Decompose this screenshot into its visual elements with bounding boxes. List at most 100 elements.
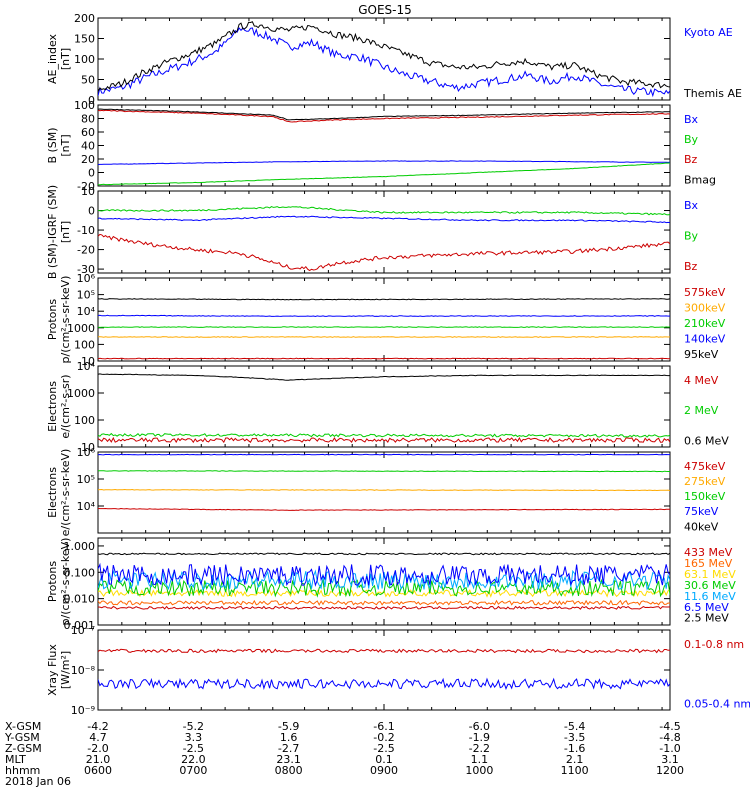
series-line-pmag-4 — [98, 298, 670, 301]
panel-emev: 10 100 1000 10⁴ Electrons e/(cm²-s-sr) 4 MeV 2 … — [46, 360, 729, 454]
series-line-pmev-1 — [98, 599, 670, 606]
y-axis-unit: [nT] — [59, 221, 72, 243]
y-axis-unit: e/(cm²-s-sr-keV) — [59, 449, 72, 537]
y-tick-label: 100 — [74, 53, 95, 66]
y-tick-label: 100 — [74, 414, 95, 427]
legend-label: Bz — [684, 153, 698, 166]
y-tick-label: 10⁶ — [77, 272, 96, 285]
x-row-value: -1.6 — [564, 742, 585, 755]
y-tick-label: 10 — [81, 441, 95, 454]
legend-label: 275keV — [684, 475, 726, 488]
y-tick-label: -20 — [77, 244, 95, 257]
y-tick-label: 20 — [81, 153, 95, 166]
panel-frame — [97, 277, 671, 362]
y-axis-label: B (SM)-IGRF (SM) — [46, 185, 59, 279]
y-tick-label: -20 — [77, 180, 95, 193]
y-axis-unit: e/(cm²-s-sr) — [59, 374, 72, 438]
y-axis-label: Protons — [46, 561, 59, 602]
y-axis-label: Electrons — [46, 467, 59, 518]
legend-label: 0.05-0.4 nm — [684, 697, 750, 710]
legend-label: 63.1 MeV — [684, 568, 736, 581]
x-row-value: 0900 — [370, 764, 398, 777]
x-row-value: -3.5 — [564, 731, 585, 744]
legend-label: 2.5 MeV — [684, 612, 729, 625]
x-row-value: 0800 — [275, 764, 303, 777]
series-line-pmag-3 — [98, 314, 670, 318]
x-row-value: -2.5 — [373, 742, 394, 755]
y-tick-label: 10⁴ — [77, 305, 96, 318]
panel-pmag: 10 100 1000 10⁴ 10⁵ 10⁶ Protons p/(cm²-s-sr-keV… — [46, 272, 726, 368]
chart-title: GOES-15 — [358, 3, 412, 17]
series-line-bigrf-0 — [98, 215, 670, 224]
y-tick-label: 100 — [74, 99, 95, 112]
panel-ekev: 10⁴ 10⁵ 10⁶ Electrons e/(cm²-s-sr-keV) 475keV… — [46, 446, 726, 536]
y-tick-label: 10⁻⁹ — [71, 704, 95, 717]
y-tick-label: 0.001 — [64, 619, 96, 632]
series-line-emev-2 — [98, 373, 670, 381]
y-tick-label: 50 — [81, 74, 95, 87]
series-line-pmev-4 — [98, 569, 670, 591]
legend-label: 0.1-0.8 nm — [684, 638, 744, 651]
y-tick-label: 0.100 — [64, 566, 96, 579]
x-row-value: -6.0 — [469, 720, 490, 733]
legend-label: By — [684, 133, 699, 146]
y-tick-label: 100 — [74, 338, 95, 351]
y-tick-label: 0 — [88, 167, 95, 180]
legend-label: Bx — [684, 199, 699, 212]
y-tick-label: 80 — [81, 113, 95, 126]
y-axis-unit: [W/m²] — [59, 651, 72, 689]
x-row-value: -2.5 — [183, 742, 204, 755]
y-tick-label: -30 — [77, 263, 95, 276]
legend-label: 40keV — [684, 520, 719, 533]
series-line-xray-0 — [98, 648, 670, 654]
y-tick-label: 10⁴ — [77, 500, 96, 513]
y-tick-label: 1000 — [67, 322, 95, 335]
x-row-label: hhmm — [5, 764, 40, 777]
series-line-emev-0 — [98, 436, 670, 444]
x-row-value: 1.6 — [280, 731, 298, 744]
x-row-value: 23.1 — [276, 753, 301, 766]
x-row-label: Y-GSM — [4, 731, 40, 744]
y-tick-label: 10 — [81, 355, 95, 368]
series-line-bigrf-1 — [98, 206, 670, 216]
series-line-bsm-3 — [98, 108, 670, 121]
panel-frame — [97, 451, 671, 534]
x-row-value: -1.9 — [469, 731, 490, 744]
legend-label: 75keV — [684, 505, 719, 518]
legend-label: 0.6 MeV — [684, 434, 729, 447]
series-line-pmev-5 — [98, 562, 670, 587]
x-row-value: -5.2 — [183, 720, 204, 733]
series-line-ekev-0 — [98, 507, 670, 511]
y-tick-label: 10⁻⁷ — [71, 624, 95, 637]
series-line-ae-1 — [98, 21, 670, 92]
legend-label: 475keV — [684, 460, 726, 473]
y-axis-label: Protons — [46, 299, 59, 340]
x-row-value: 0600 — [84, 764, 112, 777]
series-line-bigrf-2 — [98, 233, 670, 272]
x-row-value: 22.0 — [181, 753, 206, 766]
x-row-value: 0.1 — [375, 753, 393, 766]
x-row-value: -5.4 — [564, 720, 585, 733]
y-axis-label: Xray Flux — [46, 644, 59, 696]
legend-label: 433 MeV — [684, 546, 733, 559]
series-line-bsm-2 — [98, 109, 670, 123]
series-line-emev-1 — [98, 432, 670, 438]
legend-label: Themis AE — [683, 87, 742, 100]
series-line-bsm-0 — [98, 160, 670, 166]
series-line-ekev-2 — [98, 470, 670, 473]
x-row-value: 1000 — [465, 764, 493, 777]
panel-frame — [97, 190, 671, 274]
series-line-pmev-6 — [98, 552, 670, 556]
legend-label: Bmag — [684, 173, 716, 186]
x-row-value: -4.5 — [659, 720, 680, 733]
y-tick-label: 0 — [88, 205, 95, 218]
y-tick-label: 40 — [81, 140, 95, 153]
series-line-pmag-0 — [98, 357, 670, 360]
x-row-value: 1.1 — [471, 753, 489, 766]
y-tick-label: 10⁴ — [77, 360, 96, 373]
x-row-value: -2.7 — [278, 742, 299, 755]
x-row-value: -5.9 — [278, 720, 299, 733]
x-row-value: -1.0 — [659, 742, 680, 755]
